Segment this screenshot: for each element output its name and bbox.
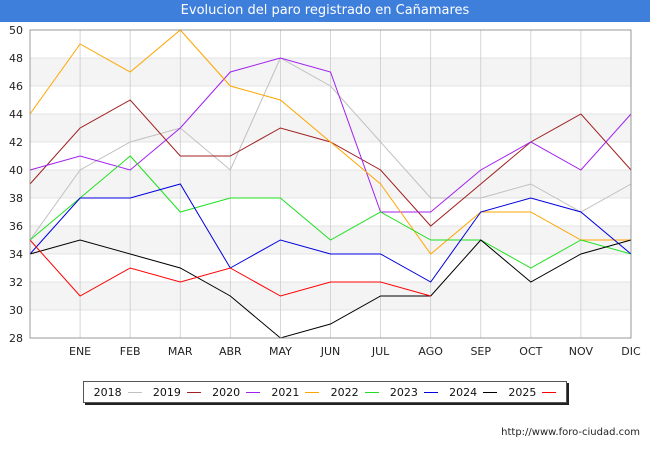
legend: 2018 2019 2020 2021 2022 2023 2024 2025: [83, 381, 567, 403]
legend-item-2024: 2024: [449, 385, 498, 399]
y-axis-ticks: 28 30 32 34 36 38 40 42 44 46 48 50: [9, 24, 23, 345]
x-axis-ticks: ENE FEB MAR ABR MAY JUN JUL AGO SEP OCT NOV DIC: [69, 345, 641, 358]
y-tick-label: 46: [9, 80, 23, 93]
y-tick-label: 48: [9, 52, 23, 65]
legend-item-2018: 2018: [94, 386, 142, 399]
x-tick-label: SEP: [470, 345, 491, 358]
legend-swatch: [483, 391, 498, 393]
series-line-2018: [29, 57, 632, 241]
x-tick-label: AGO: [418, 345, 443, 358]
source-credit: http://www.foro-ciudad.com: [501, 427, 640, 438]
legend-label: 2019: [152, 385, 181, 399]
x-tick-label: FEB: [120, 345, 141, 358]
legend-label: 2024: [449, 385, 478, 399]
x-tick-label: DIC: [621, 345, 641, 358]
y-tick-label: 28: [9, 332, 23, 345]
series-line-2025: [29, 239, 431, 297]
legend-label: 2023: [389, 385, 418, 399]
legend-label: 2020: [212, 385, 241, 399]
x-tick-label: OCT: [519, 345, 542, 358]
x-tick-label: JUL: [371, 345, 390, 358]
legend-item-2025: 2025: [508, 385, 557, 399]
series-lines: [29, 29, 632, 339]
x-tick-label: MAY: [269, 345, 292, 358]
y-tick-label: 38: [9, 192, 23, 205]
x-tick-label: MAR: [168, 345, 193, 358]
legend-label: 2022: [330, 385, 359, 399]
legend-label: 2021: [271, 385, 300, 399]
legend-item-2022: 2022: [331, 386, 379, 399]
legend-swatch: [305, 391, 320, 393]
legend-swatch: [246, 391, 261, 393]
series-line-2021: [29, 29, 631, 255]
legend-swatch: [423, 391, 438, 393]
series-line-2022: [29, 155, 632, 269]
legend-label: 2018: [93, 385, 122, 399]
legend-item-2020: 2020: [212, 385, 261, 399]
y-tick-label: 34: [9, 248, 23, 261]
y-tick-label: 42: [9, 136, 23, 149]
x-tick-label: ABR: [219, 345, 242, 358]
series-line-2024: [29, 239, 632, 339]
chart-title: Evolucion del paro registrado en Cañamar…: [0, 0, 650, 22]
legend-swatch: [186, 391, 201, 393]
x-tick-label: JUN: [320, 345, 341, 358]
y-tick-label: 50: [9, 24, 23, 37]
y-tick-label: 44: [9, 108, 23, 121]
legend-label: 2025: [508, 385, 537, 399]
legend-item-2019: 2019: [153, 386, 201, 399]
series-line-2023: [29, 183, 632, 283]
legend-item-2021: 2021: [271, 385, 320, 399]
x-tick-label: NOV: [569, 345, 594, 358]
legend-item-2023: 2023: [390, 386, 438, 399]
x-tick-label: ENE: [69, 345, 91, 358]
plot-frame: [29, 29, 632, 339]
y-tick-label: 30: [9, 304, 23, 317]
y-tick-label: 40: [9, 164, 23, 177]
y-tick-label: 32: [9, 276, 23, 289]
legend-swatch: [542, 391, 557, 393]
y-tick-label: 36: [9, 220, 23, 233]
legend-swatch: [364, 391, 379, 393]
legend-swatch: [127, 391, 142, 393]
series-line-2020: [29, 57, 632, 213]
